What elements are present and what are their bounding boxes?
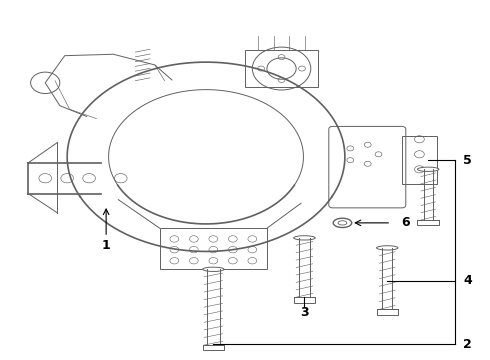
Bar — [245, 50, 318, 87]
Ellipse shape — [376, 246, 398, 250]
Bar — [417, 220, 439, 225]
Bar — [202, 345, 224, 350]
Bar — [402, 136, 437, 184]
Ellipse shape — [417, 167, 439, 171]
Text: 2: 2 — [463, 338, 472, 351]
Text: 1: 1 — [102, 239, 111, 252]
Ellipse shape — [333, 218, 352, 228]
Text: 3: 3 — [300, 306, 309, 319]
Text: 5: 5 — [463, 154, 472, 167]
Ellipse shape — [202, 267, 224, 271]
Bar — [294, 297, 315, 302]
Bar — [160, 228, 267, 269]
Text: 6: 6 — [401, 216, 410, 229]
Ellipse shape — [338, 221, 347, 225]
Bar — [376, 309, 398, 315]
Ellipse shape — [294, 236, 315, 240]
Text: 4: 4 — [463, 274, 472, 287]
